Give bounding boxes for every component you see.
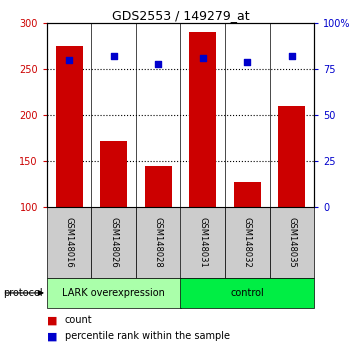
Point [111,53,117,59]
Text: ■: ■ [47,315,57,325]
Bar [234,182,261,207]
Bar [180,207,225,278]
Bar [100,141,127,207]
Text: GSM148032: GSM148032 [243,217,252,268]
Bar [145,166,171,207]
Point [244,59,250,64]
Bar [91,207,136,278]
Bar [278,106,305,207]
Bar [190,32,216,207]
Point [200,55,206,61]
Bar [56,46,83,207]
Bar [136,207,180,278]
Text: percentile rank within the sample: percentile rank within the sample [65,331,230,341]
Bar [180,278,314,308]
Point [155,61,161,66]
Text: GSM148031: GSM148031 [198,217,207,268]
Bar [47,278,180,308]
Text: GSM148016: GSM148016 [65,217,74,268]
Bar [47,207,91,278]
Text: ■: ■ [47,331,57,341]
Text: control: control [230,288,264,298]
Point [289,53,295,59]
Title: GDS2553 / 149279_at: GDS2553 / 149279_at [112,9,249,22]
Bar [225,207,270,278]
Point [66,57,72,63]
Bar [270,207,314,278]
Text: GSM148035: GSM148035 [287,217,296,268]
Text: GSM148028: GSM148028 [154,217,163,268]
Text: LARK overexpression: LARK overexpression [62,288,165,298]
Text: GSM148026: GSM148026 [109,217,118,268]
Text: protocol: protocol [4,288,43,298]
Text: count: count [65,315,93,325]
